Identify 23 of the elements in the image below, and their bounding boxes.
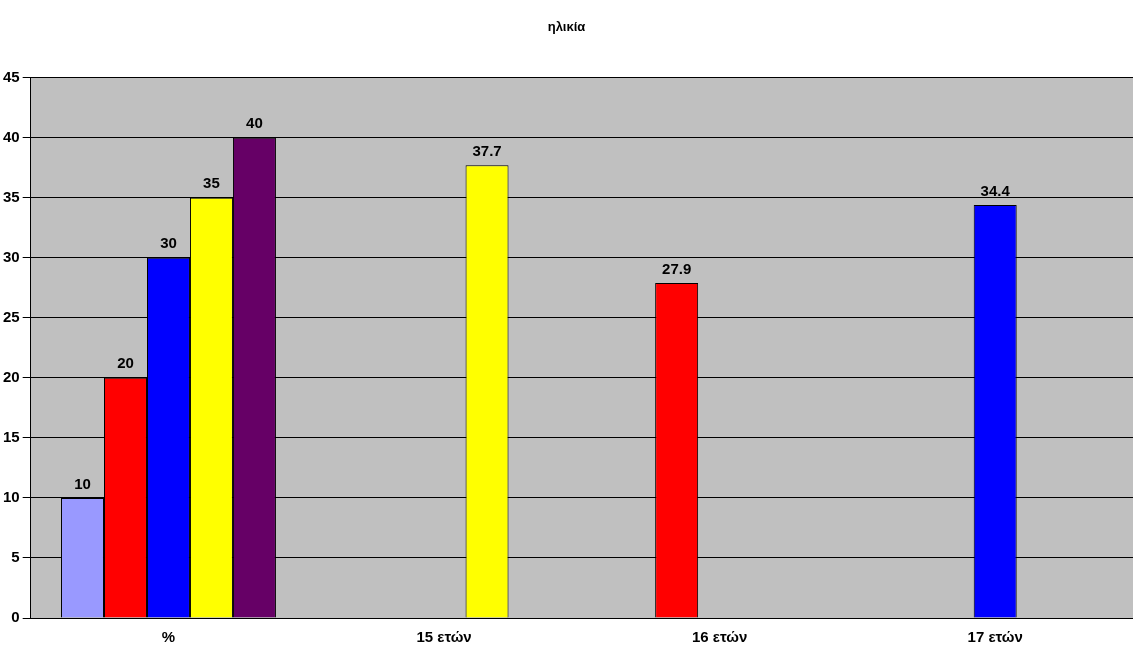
data-label: 40 — [246, 114, 263, 132]
y-tick-label: 45 — [3, 67, 20, 85]
data-label: 20 — [117, 354, 134, 372]
y-tick-label: 35 — [3, 187, 20, 205]
x-tick-label: 15 ετών — [416, 628, 472, 646]
y-tick-label: 25 — [3, 307, 20, 325]
y-tick-label: 10 — [3, 488, 20, 506]
y-tick-label: 0 — [11, 608, 20, 626]
y-tick-label: 30 — [3, 247, 20, 265]
y-tick-label: 20 — [3, 367, 20, 385]
x-tick-label: 16 ετών — [692, 628, 748, 646]
data-label: 10 — [74, 474, 91, 492]
y-tick-label: 15 — [3, 428, 20, 446]
x-tick-label: 17 ετών — [967, 628, 1023, 646]
y-tick-label: 5 — [11, 548, 20, 566]
data-label: 37.7 — [472, 141, 502, 159]
data-label: 35 — [203, 174, 220, 192]
data-label: 30 — [160, 234, 177, 252]
data-label: 27.9 — [662, 259, 692, 277]
chart-title: ηλικία — [547, 19, 586, 35]
y-tick-label: 40 — [3, 127, 20, 145]
data-label: 34.4 — [980, 181, 1011, 199]
x-tick-label: % — [161, 628, 176, 646]
